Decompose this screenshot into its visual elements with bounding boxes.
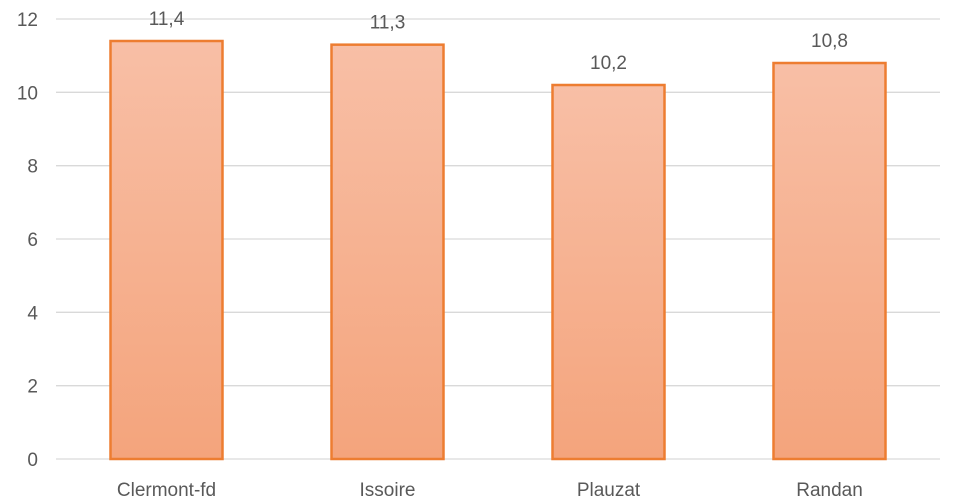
x-axis-tick-labels: Clermont-fd Issoire Plauzat Randan [117, 480, 863, 501]
data-label: 11,3 [370, 13, 406, 34]
y-axis-tick-labels: 0 2 4 6 8 10 12 [17, 10, 39, 471]
y-tick-label: 4 [27, 303, 38, 324]
y-tick-label: 0 [27, 450, 38, 471]
x-tick-label: Clermont-fd [117, 480, 216, 501]
y-tick-label: 8 [27, 157, 38, 178]
data-labels: 11,4 11,3 10,2 10,8 [149, 9, 848, 74]
bar-clermont-fd [109, 39, 224, 461]
y-tick-label: 10 [17, 83, 38, 104]
data-label: 10,8 [811, 31, 848, 52]
x-tick-label: Issoire [360, 480, 416, 501]
bar-plauzat [551, 83, 666, 461]
bar-issoire [330, 43, 445, 461]
x-tick-label: Plauzat [577, 480, 641, 501]
data-label: 10,2 [590, 53, 627, 74]
x-tick-label: Randan [796, 480, 863, 501]
y-tick-label: 12 [17, 10, 38, 31]
bars [109, 39, 887, 461]
bar-randan [772, 61, 887, 461]
data-label: 11,4 [149, 9, 185, 30]
y-tick-label: 2 [27, 377, 38, 398]
y-tick-label: 6 [27, 230, 38, 251]
